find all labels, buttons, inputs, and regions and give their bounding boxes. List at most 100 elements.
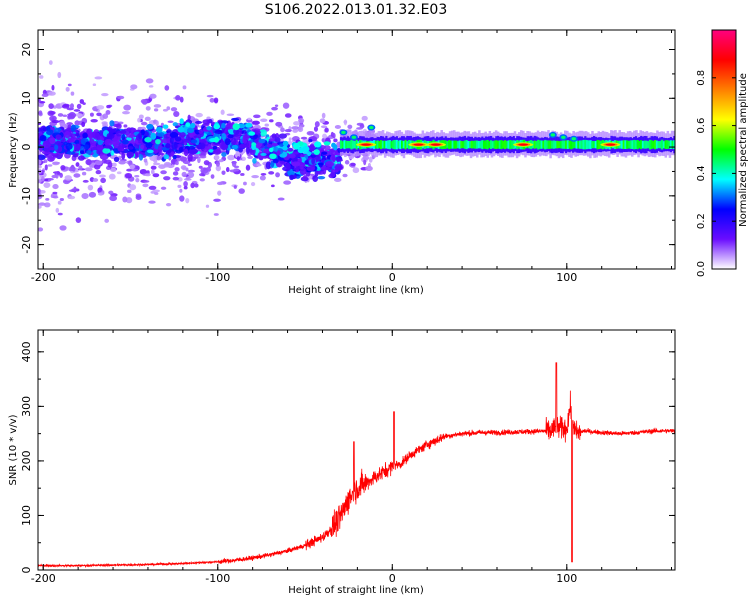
spectrogram-cell [167,120,174,123]
spectrogram-cell [194,120,203,124]
spectrogram-cell [276,150,281,156]
colorbar-frame [711,29,737,270]
spectrogram-cell [490,140,493,149]
spectrogram-cell [126,136,132,141]
spectrogram-cell [472,140,475,149]
snr-xtick-label: 0 [389,572,396,585]
spectrogram-cell [179,96,184,103]
spectrogram-cell [155,126,163,133]
spectrogram-cell [38,202,46,206]
spectrogram-cell [67,114,75,120]
spectrogram-cell [158,152,164,156]
spectrogram-cell [341,141,344,149]
spectrogram-cell [252,120,260,125]
colorbar-label: Normalized spectral amplitude [738,73,749,227]
spectrogram-cell [664,140,667,149]
spectrogram-cell [188,148,198,155]
spectrogram-cell [146,149,154,154]
spectrogram-cell [51,120,60,124]
snr-ytick-label: 400 [20,341,33,362]
spectrogram-cell [202,119,211,125]
spectrogram-cell [59,172,63,178]
spectrogram-cell [274,137,281,143]
spectrogram-cell [592,141,596,149]
spectrogram-cell [460,140,463,149]
spectrogram-cell [673,140,675,150]
spectrogram-cell [540,140,543,149]
spectrogram-peak [518,143,529,146]
snr-xtick-label: -200 [31,572,56,585]
spectrogram-cell [210,174,215,179]
spectrogram-ytick-label: 0 [20,144,33,151]
spectrogram-cell [107,152,112,157]
spectrogram-cell [146,123,154,130]
spectrogram-cell [291,161,301,167]
spectrogram-cell [64,131,71,139]
spectrogram-cell [317,175,326,180]
spectrogram-cell [199,178,205,182]
spectrogram-peak [605,143,616,146]
spectrogram-cell [502,140,505,149]
spectrogram-cell [291,126,300,130]
spectrogram-cell [55,134,62,140]
spectrogram-cell [174,167,180,172]
spectrogram-xtick-label: 100 [556,271,577,284]
spectrogram-cell [177,184,182,188]
spectrogram-cell [378,141,381,149]
spectrogram-cell [82,179,89,183]
spectrogram-cell [172,122,178,127]
spectrogram-cell [190,182,195,189]
spectrogram-cell [162,108,168,112]
spectrogram-cell [127,189,132,194]
spectrogram-cell [271,184,275,188]
spectrogram-cell [59,225,67,231]
colorbar-tick-label: 0.4 [696,165,707,181]
spectrogram-cell [456,141,460,149]
spectrogram-cell [47,164,53,167]
spectrogram-cell [215,165,221,172]
spectrogram-cell [226,113,235,116]
spectrogram-cell [483,140,486,149]
spectrogram-cell [127,146,134,150]
spectrogram-cell [163,154,170,160]
spectrogram-cell [187,114,191,121]
snr-ticks: -200 -100 0 100 0 100 200 300 400 [20,330,675,585]
spectrogram-cell [584,139,587,150]
spectrogram-cell [79,99,85,104]
spectrogram-cell [361,115,368,121]
spectrogram-cell [89,112,94,117]
spectrogram-cell [351,135,357,139]
spectrogram-cell [484,140,487,149]
spectrogram-cell [218,159,224,163]
spectrogram-cell [552,140,556,149]
spectrogram-cell [198,165,203,169]
spectrogram-ytick-label: -10 [20,187,33,205]
spectrogram-cell [302,146,310,153]
spectrogram-cell [39,75,44,79]
spectrogram-cell [43,182,51,188]
spectrogram-cell [150,169,155,175]
spectrogram-cell [213,198,221,202]
spectrogram-cell [144,116,151,122]
spectrogram-cell [334,125,341,129]
spectrogram-cell [333,138,338,143]
spectrogram-cell [52,161,60,166]
spectrogram-cell [153,104,162,108]
spectrogram-cell [346,140,350,149]
spectrogram-cell [126,133,136,138]
spectrogram-cell [406,141,409,149]
spectrogram-cell [298,117,305,124]
spectrogram-cell [155,138,161,145]
snr-ytick-label: 300 [20,396,33,417]
spectrogram-cell [241,130,248,135]
spectrogram-cell [48,60,53,65]
spectrogram-cell [230,137,237,146]
spectrogram-cell [231,160,237,168]
colorbar-tick-label: 0.0 [696,261,707,277]
spectrogram-cell [121,152,126,160]
spectrogram-cell [381,140,385,149]
spectrogram-cell [510,140,514,149]
spectrogram-cell [57,113,64,117]
spectrogram-cell [260,173,267,176]
